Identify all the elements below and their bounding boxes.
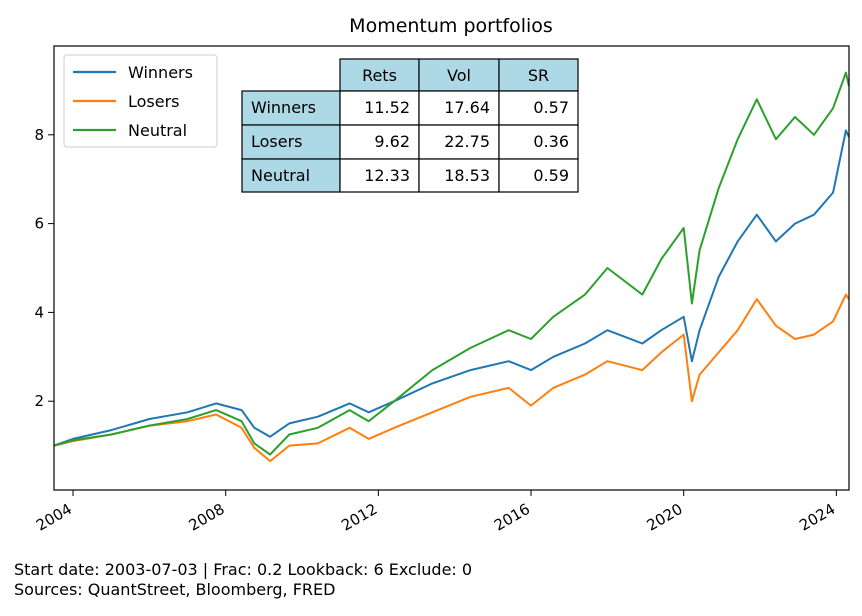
x-axis: 2004 2008 2012 2016 2020 2024: [33, 490, 838, 535]
table-row-label: Losers: [251, 132, 303, 151]
plot-frame: [53, 45, 850, 491]
table-cell-value: 17.64: [444, 98, 490, 117]
y-tick-label: 4: [34, 303, 44, 321]
table-row-header-cell: [241, 124, 341, 160]
y-tick-label: 8: [34, 126, 44, 144]
table-cell-value: 0.57: [533, 98, 569, 117]
table-cell: [339, 158, 420, 193]
table-cell: [498, 158, 579, 193]
x-tick-label: 2020: [644, 500, 686, 535]
x-tick-label: 2024: [796, 500, 838, 535]
chart-title: Momentum portfolios: [349, 15, 553, 37]
legend-box: [63, 54, 218, 148]
table-cell: [418, 158, 500, 193]
table-column-header: SR: [528, 66, 549, 85]
x-tick-label: 2004: [33, 500, 75, 535]
y-axis: 2 4 6 8: [34, 126, 54, 410]
footnote-params: Start date: 2003-07-03 | Frac: 0.2 Lookb…: [14, 560, 473, 579]
table-row-label: Neutral: [251, 166, 310, 185]
table-cell-value: 0.59: [533, 166, 569, 185]
series-line-neutral: [53, 71, 850, 456]
table-cell-value: 9.62: [374, 132, 410, 151]
y-tick-label: 2: [34, 392, 44, 410]
table-cell: [498, 124, 579, 160]
table-cell-value: 12.33: [364, 166, 410, 185]
table-row-header-cell: [241, 158, 341, 193]
x-tick-label: 2012: [338, 500, 380, 535]
table-cell: [418, 90, 500, 126]
x-tick-label: 2016: [491, 500, 533, 535]
legend: Winners Losers Neutral: [63, 54, 218, 148]
table-cell-value: 0.36: [533, 132, 569, 151]
table-cell-value: 11.52: [364, 98, 410, 117]
table-cell: [418, 124, 500, 160]
table-cell: [339, 90, 420, 126]
y-tick-label: 6: [34, 215, 44, 233]
table-row-header-cell: [241, 90, 341, 126]
legend-label: Losers: [128, 92, 180, 111]
table-column-header: Rets: [362, 66, 397, 85]
table-row-label: Winners: [251, 98, 316, 117]
table-cell: [339, 124, 420, 160]
table-column-header: Vol: [447, 66, 471, 85]
legend-label: Neutral: [128, 121, 187, 140]
legend-label: Winners: [128, 63, 193, 82]
table-cell-value: 22.75: [444, 132, 490, 151]
series-line-winners: [53, 129, 850, 447]
stats-table: Rets Vol SR Winners 11.52 17.64 0.57 Losers 9.62…: [241, 58, 579, 193]
footnote-sources: Sources: QuantStreet, Bloomberg, FRED: [14, 580, 336, 599]
x-tick-label: 2008: [186, 500, 228, 535]
table-cell-value: 18.53: [444, 166, 490, 185]
series-layer: [53, 71, 850, 463]
series-line-losers: [53, 293, 850, 463]
table-header-cell: [498, 58, 579, 92]
